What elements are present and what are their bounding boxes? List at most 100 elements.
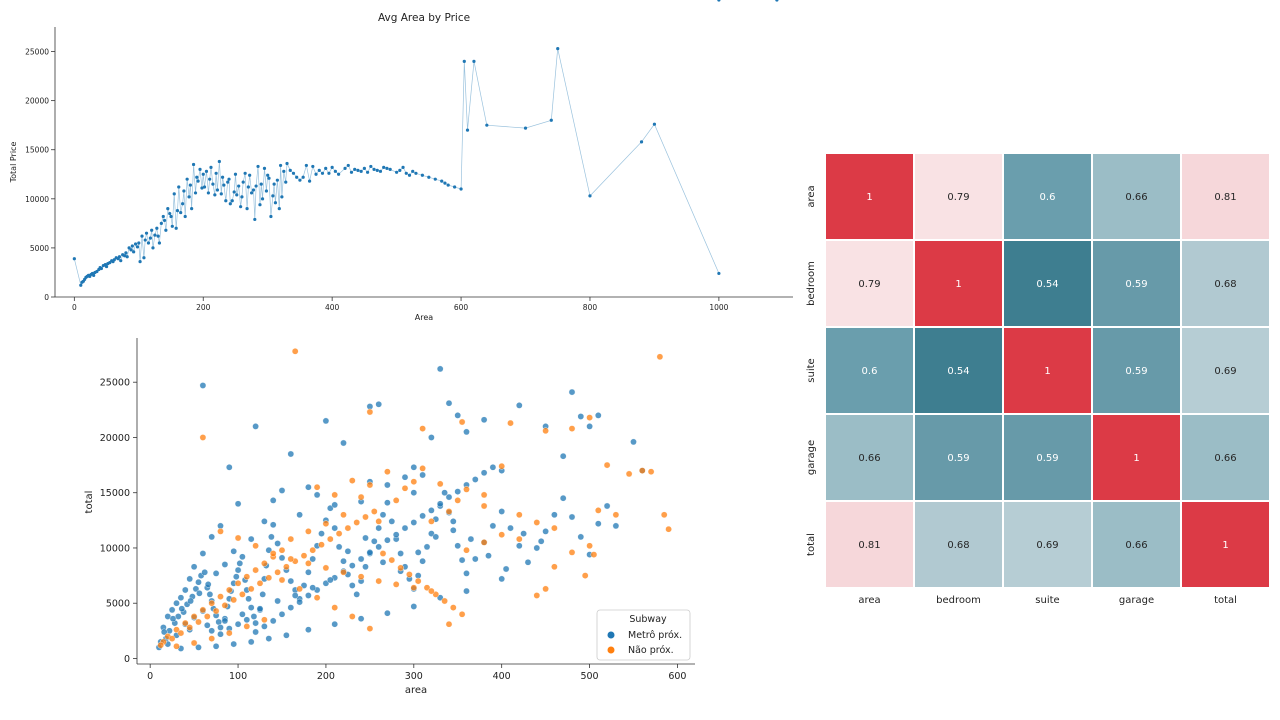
heatmap-value: 0.66 — [858, 453, 880, 464]
scatter-point — [309, 546, 317, 554]
scatter-point — [445, 620, 453, 628]
line-point — [79, 283, 83, 287]
line-point — [446, 183, 450, 187]
scatter-point — [384, 468, 391, 475]
scatter-point — [326, 535, 334, 543]
scatter-point — [278, 546, 286, 554]
scatter-point — [388, 556, 396, 564]
scatter-point — [234, 566, 242, 574]
line-point — [353, 167, 357, 171]
heatmap-value: 0.6 — [1040, 192, 1056, 203]
scatter-point — [203, 613, 211, 620]
line-point — [307, 179, 312, 183]
scatter-point — [230, 640, 237, 648]
line-point — [200, 186, 204, 190]
line-point — [249, 191, 254, 195]
scatter-point — [230, 547, 237, 555]
scatter-point — [489, 463, 497, 471]
line-point — [245, 207, 249, 211]
scatter-point — [458, 418, 466, 426]
scatter-point — [340, 557, 347, 565]
scatter-point — [313, 491, 321, 499]
line-point — [378, 169, 383, 173]
scatter-point — [212, 642, 220, 650]
heatmap-value: 0.59 — [1036, 453, 1058, 464]
line-point — [240, 195, 244, 199]
scatter-x-tick-label: 400 — [493, 671, 511, 682]
scatter-point — [195, 644, 202, 651]
line-point — [185, 177, 189, 181]
line-point — [258, 203, 262, 207]
line-point — [465, 128, 470, 132]
scatter-point — [581, 572, 589, 579]
legend-box — [596, 609, 691, 661]
scatter-point — [375, 518, 383, 525]
heatmap-value: 0.59 — [947, 453, 969, 464]
line-point — [372, 167, 376, 171]
scatter-point — [236, 560, 244, 567]
scatter-point — [436, 365, 444, 373]
line-point — [301, 175, 305, 179]
scatter-point — [498, 508, 506, 515]
line-x-tick-label: 1000 — [709, 303, 728, 312]
scatter-point — [348, 613, 356, 620]
scatter-point — [498, 462, 506, 470]
scatter-point — [533, 544, 541, 552]
scatter-point — [379, 511, 387, 519]
scatter-point — [392, 531, 400, 538]
line-point — [217, 159, 221, 164]
scatter-y-tick-label: 10000 — [100, 543, 130, 554]
scatter-point — [234, 500, 242, 508]
scatter-point — [428, 507, 435, 514]
scatter-point — [252, 619, 259, 627]
line-point — [142, 256, 146, 260]
line-x-tick-label: 400 — [325, 303, 340, 312]
scatter-point — [247, 638, 255, 646]
scatter-point — [414, 572, 422, 579]
scatter-point — [375, 543, 383, 551]
scatter-point — [423, 543, 431, 551]
scatter-point — [199, 434, 207, 441]
scatter-point — [239, 591, 246, 598]
line-y-label: Total Price — [9, 142, 18, 184]
heatmap-value: 0.68 — [1214, 279, 1236, 290]
line-point — [243, 171, 247, 175]
scatter-point — [559, 494, 567, 502]
line-chart-title: Avg Area by Price — [378, 12, 470, 24]
heatmap-col-label: bedroom — [936, 595, 981, 606]
heatmap-cell — [1002, 413, 1093, 502]
line-point — [280, 195, 284, 199]
line-point — [104, 264, 109, 269]
line-point — [717, 0, 721, 2]
line-point — [204, 169, 209, 173]
line-y-tick-label: 10000 — [25, 195, 49, 204]
legend-marker-nao — [607, 646, 615, 654]
scatter-point — [516, 511, 523, 519]
line-point — [395, 170, 399, 174]
scatter-point — [362, 513, 369, 521]
scatter-point — [445, 493, 453, 501]
heatmap-row-label: total — [806, 533, 817, 556]
scatter-point — [392, 581, 400, 588]
scatter-point — [595, 507, 602, 514]
scatter-point — [318, 541, 325, 548]
scatter-x-tick-label: 500 — [580, 671, 598, 682]
scatter-point — [432, 533, 440, 541]
scatter-point — [305, 568, 312, 576]
scatter-point — [366, 403, 374, 410]
line-point — [330, 165, 334, 169]
scatter-point — [208, 627, 215, 635]
scatter-point — [533, 592, 541, 599]
line-point — [220, 175, 225, 179]
scatter-point — [203, 621, 211, 629]
scatter-point — [436, 500, 444, 508]
line-point — [277, 207, 281, 211]
scatter-point — [322, 417, 330, 425]
scatter-point — [190, 613, 198, 620]
heatmap-value: 1 — [955, 279, 961, 290]
line-point — [298, 178, 302, 182]
line-point — [108, 261, 112, 265]
scatter-point — [199, 606, 207, 614]
line-point — [166, 207, 170, 211]
scatter-point — [278, 487, 286, 494]
